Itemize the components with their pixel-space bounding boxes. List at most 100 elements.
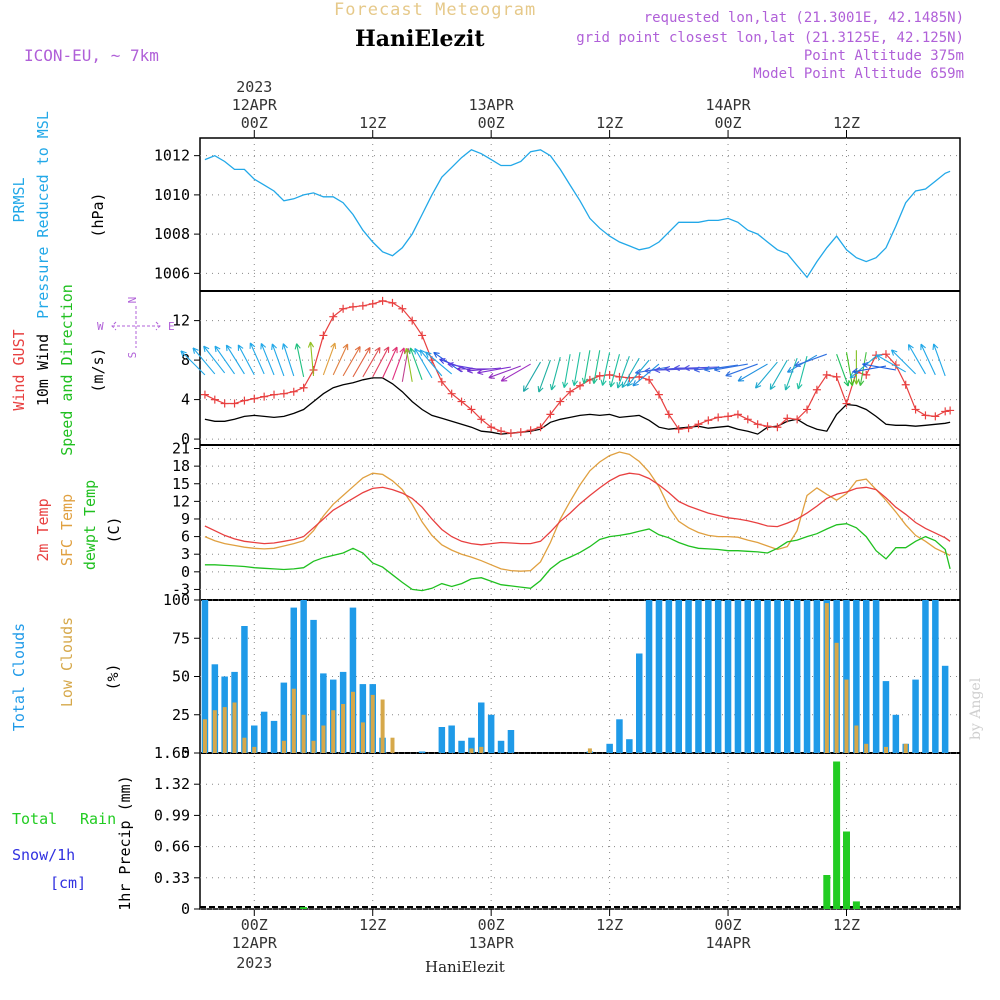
total-cloud-bar	[241, 626, 248, 753]
wind-gust-marker	[398, 304, 407, 313]
legend-snow: Snow/1h	[12, 846, 75, 864]
wind-speed-line	[204, 377, 951, 435]
low-cloud-bar	[824, 603, 829, 753]
wind-direction-arrow	[466, 367, 502, 374]
wind-gust-marker	[240, 396, 249, 405]
model-name: ICON-EU, ~ 7km	[24, 46, 159, 65]
low-cloud-bar	[864, 743, 869, 753]
low-cloud-bar	[469, 748, 474, 753]
y-tick-label: 0	[181, 900, 190, 918]
wind-gust-marker	[250, 394, 259, 403]
wind-gust-marker	[724, 412, 733, 421]
legend-rain: Rain	[80, 810, 116, 828]
top-time-label: 12Z	[596, 114, 623, 132]
wind-direction-arrow	[725, 363, 758, 377]
total-cloud-bar	[912, 679, 919, 753]
wind-gust-marker	[526, 426, 535, 435]
wind-direction-arrow	[737, 363, 768, 382]
bottom-date-label: 14APR	[705, 934, 751, 952]
wind-direction-arrow	[920, 343, 936, 376]
legend-snow-unit: [cm]	[50, 874, 86, 892]
y-tick-label: 15	[172, 475, 190, 493]
low-cloud-bar	[341, 704, 346, 753]
low-cloud-bar	[380, 699, 385, 753]
total-cloud-bar	[320, 673, 327, 753]
wind-gust-marker	[497, 427, 506, 436]
wind-gust-marker	[408, 316, 417, 325]
wind-gust-marker	[931, 412, 940, 421]
total-cloud-bar	[418, 751, 426, 753]
top-time-label: 00Z	[241, 114, 268, 132]
wind-gust-marker	[467, 405, 476, 414]
bottom-date-label: 12APR	[232, 934, 278, 952]
wind-gust-marker	[506, 429, 515, 438]
rain-bar	[843, 831, 850, 909]
total-cloud-bar	[438, 727, 446, 753]
wind-gust-marker	[210, 395, 219, 404]
wind-gust-marker	[200, 390, 209, 399]
total-cloud-bar	[892, 714, 900, 754]
wind-direction-arrow	[853, 350, 860, 385]
total-cloud-bar	[448, 725, 455, 753]
dewpoint-line	[204, 523, 951, 592]
wind-direction-arrow	[342, 346, 361, 377]
wind-gust-marker	[546, 410, 555, 419]
wind-gust-marker	[714, 413, 723, 422]
y-tick-label: 1006	[154, 264, 190, 282]
y-tick-label: 0	[181, 563, 190, 581]
wind-gust-marker	[388, 298, 397, 307]
wind-direction-arrow	[664, 365, 699, 373]
wind-gust-marker	[289, 387, 298, 396]
top-time-label: 00Z	[715, 114, 742, 132]
total-cloud-bar	[636, 653, 643, 753]
compass-south: S	[126, 352, 139, 359]
wind-gust-marker	[536, 423, 545, 432]
total-cloud-bar	[507, 730, 515, 753]
y-tick-label: 6	[181, 528, 190, 546]
temp-unit: (C)	[105, 516, 123, 543]
top-year-label: 2023	[236, 78, 272, 96]
wind-gust-label: Wind GUST	[10, 329, 28, 410]
dewpoint-label: dewpt Temp	[81, 480, 99, 570]
top-time-label: 12Z	[359, 114, 386, 132]
wind-direction-arrow	[225, 344, 245, 375]
y-tick-label: 3	[181, 545, 190, 563]
wind-direction-arrow	[784, 357, 798, 391]
wind-direction-arrow	[382, 346, 398, 379]
compass-cross	[111, 306, 161, 348]
wind-direction-arrow	[907, 344, 926, 375]
wind-gust-marker	[773, 423, 782, 432]
low-cloud-bar	[311, 740, 316, 753]
wind-10m-label: 10m Wind	[34, 334, 52, 406]
wind-gust-marker	[358, 301, 367, 310]
wind-gust-marker	[763, 422, 772, 431]
meteogram-title: Forecast Meteogram	[334, 0, 537, 20]
compass-west: W	[97, 320, 104, 333]
low-cloud-bar	[903, 743, 908, 753]
y-tick-label: 0.33	[154, 869, 190, 887]
wind-gust-marker	[881, 350, 890, 359]
wind-gust-marker	[783, 414, 792, 423]
total-cloud-bar	[734, 600, 742, 753]
wind-direction-arrow	[845, 352, 855, 387]
wind-gust-marker	[220, 399, 229, 408]
wind-gust-marker	[664, 410, 673, 419]
total-cloud-bar	[685, 600, 692, 753]
total-cloud-bar	[714, 600, 722, 753]
wind-gust-marker	[477, 415, 486, 424]
total-cloud-bar	[251, 725, 258, 753]
wind-gust-marker	[694, 420, 703, 429]
total-cloud-bar	[487, 714, 495, 754]
rain-bar	[300, 907, 308, 909]
total-cloud-bar	[784, 600, 791, 753]
total-cloud-bar	[260, 711, 268, 753]
wind-gust-marker	[704, 416, 713, 425]
wind-direction-arrow	[683, 364, 719, 372]
low-cloud-bar	[222, 707, 227, 753]
total-cloud-bar	[803, 600, 811, 753]
total-cloud-bar	[744, 600, 751, 753]
total-cloud-bar	[675, 600, 682, 753]
precip-axis-label: 1hr Precip (mm)	[116, 775, 134, 910]
low-cloud-bar	[252, 746, 257, 753]
